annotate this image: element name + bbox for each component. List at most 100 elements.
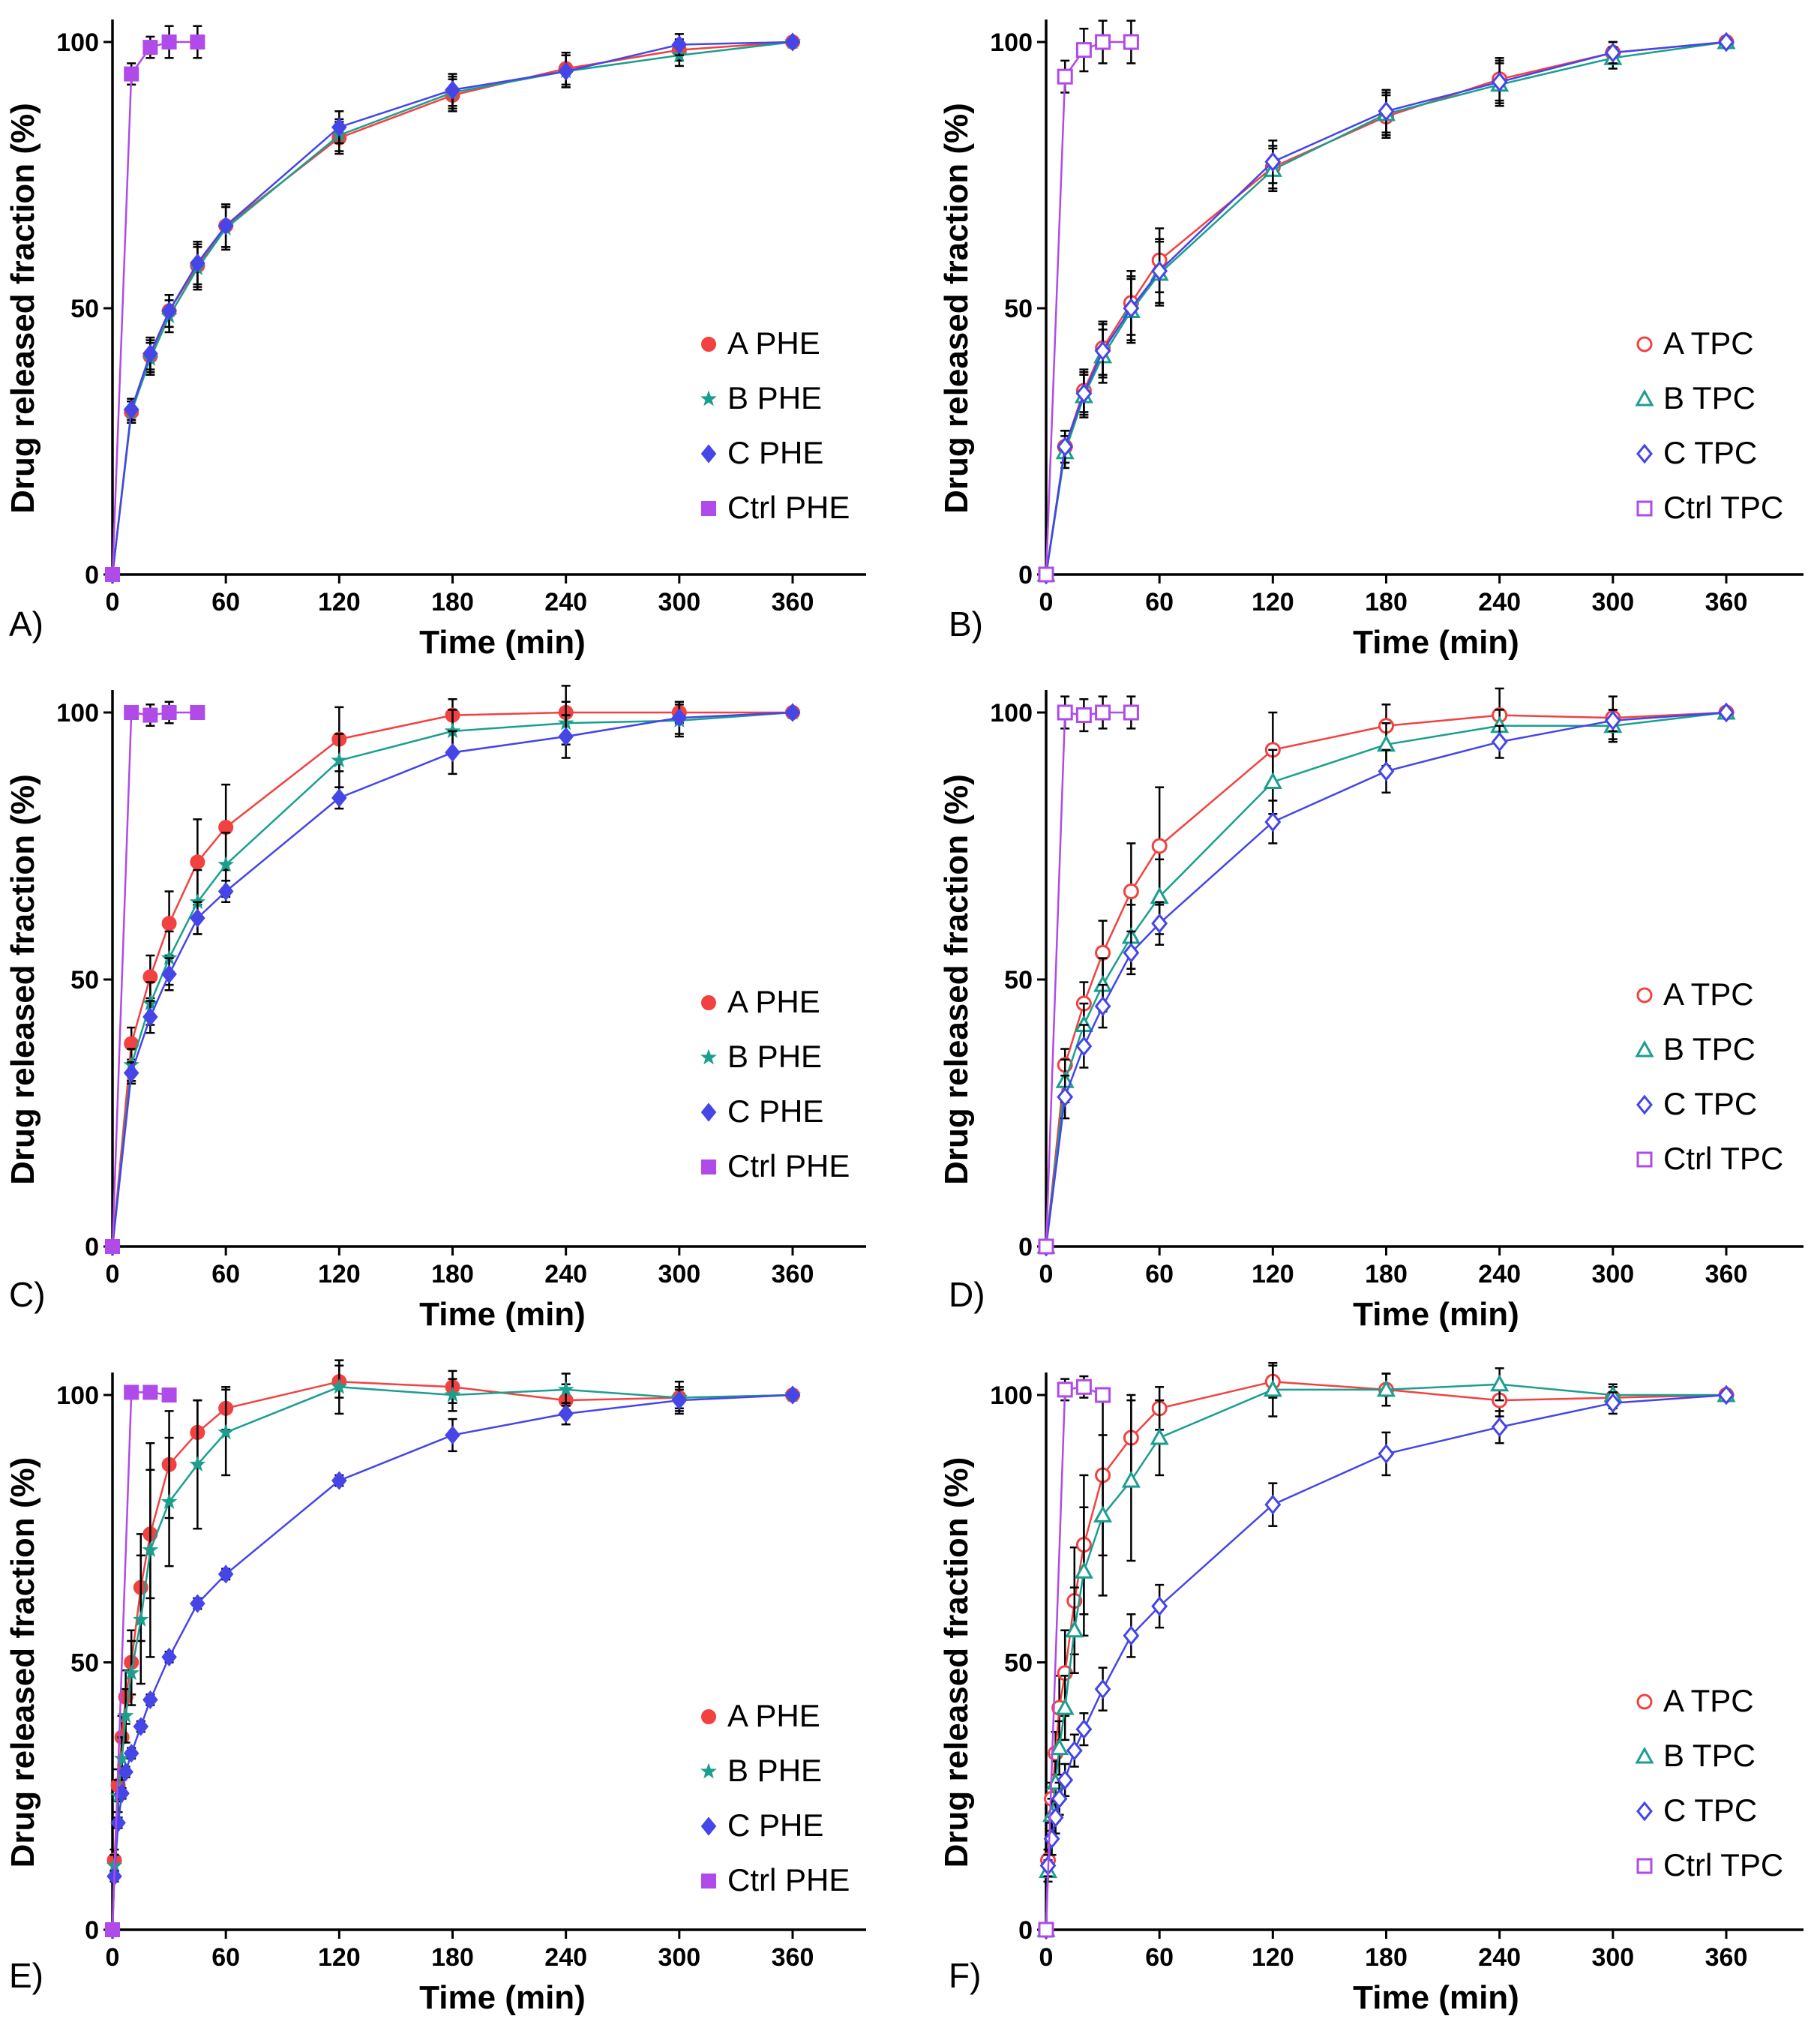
x-tick-label: 120 (318, 588, 361, 616)
legend-marker (1636, 1694, 1653, 1710)
data-point (1264, 812, 1282, 832)
chart-panel: 0 60 120 180 240 300 360 0 50 100 Time (min) Drug r… (4, 685, 866, 1333)
data-point (123, 1064, 139, 1083)
legend-marker (701, 1160, 716, 1174)
data-point (1151, 913, 1168, 934)
legend-label: Ctrl TPC (1663, 1847, 1783, 1882)
series-line (111, 711, 793, 1247)
legend-marker (1635, 1040, 1654, 1058)
data-point (132, 1611, 149, 1627)
y-tick-label: 100 (56, 699, 99, 728)
legend-label: Ctrl PHE (727, 490, 850, 525)
data-point (1094, 996, 1111, 1016)
y-tick-label: 50 (70, 966, 99, 994)
data-point (1123, 34, 1139, 50)
legend-label: Ctrl PHE (727, 1148, 850, 1184)
y-tick-label: 100 (990, 699, 1033, 728)
y-tick-label: 0 (1018, 1916, 1033, 1945)
y-axis-title: Drug released fraction (%) (4, 1457, 41, 1868)
series-line (1045, 1380, 1727, 1930)
series-c (1038, 32, 1735, 585)
panel-label: D) (949, 1275, 985, 1314)
legend-label: Ctrl PHE (727, 1862, 850, 1898)
legend-marker (701, 501, 716, 516)
x-tick-label: 60 (1145, 1943, 1174, 1972)
data-point (445, 1425, 460, 1445)
data-point (1151, 1596, 1168, 1617)
data-point (161, 34, 177, 50)
data-point (1151, 838, 1168, 854)
series-line (1045, 1386, 1104, 1930)
series-line (1045, 1394, 1727, 1930)
legend-label: B PHE (727, 1039, 822, 1074)
data-point (142, 1541, 159, 1558)
legend-marker (700, 1048, 717, 1065)
data-point (1491, 71, 1508, 92)
series-c (104, 700, 801, 1256)
x-tick-label: 360 (772, 1943, 814, 1972)
series-line (111, 40, 793, 575)
x-tick-label: 300 (1591, 588, 1634, 616)
data-point (671, 1390, 688, 1410)
x-tick-label: 240 (544, 588, 587, 616)
x-tick-label: 120 (1252, 1943, 1294, 1972)
legend-marker (1636, 1801, 1653, 1822)
x-tick-label: 0 (106, 1260, 120, 1288)
series-b (104, 700, 801, 1254)
chart-panel: 0 60 120 180 240 300 360 0 50 100 Time (min) Drug r… (4, 20, 866, 661)
legend-label: C PHE (727, 435, 823, 470)
x-tick-label: 300 (1591, 1260, 1634, 1288)
legend-label: C PHE (727, 1808, 823, 1843)
legend-entry: C TPC (1636, 1086, 1757, 1121)
legend-marker (700, 1102, 717, 1122)
legend-label: B TPC (1663, 380, 1756, 416)
legend-entry: A TPC (1636, 976, 1754, 1012)
data-point (1075, 1036, 1093, 1057)
y-tick-label: 100 (56, 28, 99, 57)
data-point (161, 916, 177, 932)
data-point (217, 856, 235, 872)
legend-entry: C TPC (1636, 1792, 1757, 1828)
y-axis-title: Drug released fraction (%) (938, 1457, 975, 1868)
series-c (104, 1385, 801, 1940)
legend-entry: A TPC (1636, 326, 1754, 361)
data-point (1038, 1238, 1054, 1255)
data-point (190, 908, 205, 928)
x-tick-label: 240 (1478, 588, 1521, 616)
legend-label: A PHE (727, 984, 820, 1019)
legend-label: B PHE (727, 380, 822, 416)
data-point (217, 881, 234, 902)
x-tick-label: 360 (1705, 1260, 1748, 1288)
data-point (1074, 1562, 1093, 1579)
data-point (1075, 1719, 1093, 1739)
legend-marker (1635, 1746, 1654, 1764)
data-point (1378, 100, 1395, 122)
legend-entry: A TPC (1636, 1683, 1754, 1718)
y-tick-label: 50 (1004, 1649, 1033, 1678)
data-point (142, 40, 158, 56)
y-axis-title: Drug released fraction (%) (4, 103, 41, 514)
y-tick-label: 0 (85, 1233, 99, 1262)
data-point (1075, 42, 1092, 58)
data-point (1263, 772, 1282, 790)
legend-entry: A PHE (701, 326, 820, 361)
legend-entry: B PHE (700, 1753, 822, 1788)
legend-entry: C PHE (700, 1808, 823, 1843)
legend-marker (1636, 336, 1653, 352)
series-c (1038, 702, 1735, 1257)
legend-label: Ctrl TPC (1663, 490, 1783, 525)
x-tick-label: 60 (211, 588, 240, 616)
data-point (1491, 1417, 1508, 1438)
data-point (1075, 707, 1092, 724)
x-tick-label: 240 (544, 1260, 587, 1288)
data-point (1490, 1374, 1510, 1392)
legend-entry: Ctrl PHE (701, 1148, 850, 1184)
y-tick-label: 50 (70, 295, 99, 323)
data-point (190, 254, 205, 273)
x-tick-label: 240 (1478, 1260, 1521, 1288)
data-point (124, 705, 139, 720)
data-point (1378, 760, 1395, 782)
data-point (105, 1239, 120, 1254)
series-ctrl (1038, 1375, 1111, 1938)
